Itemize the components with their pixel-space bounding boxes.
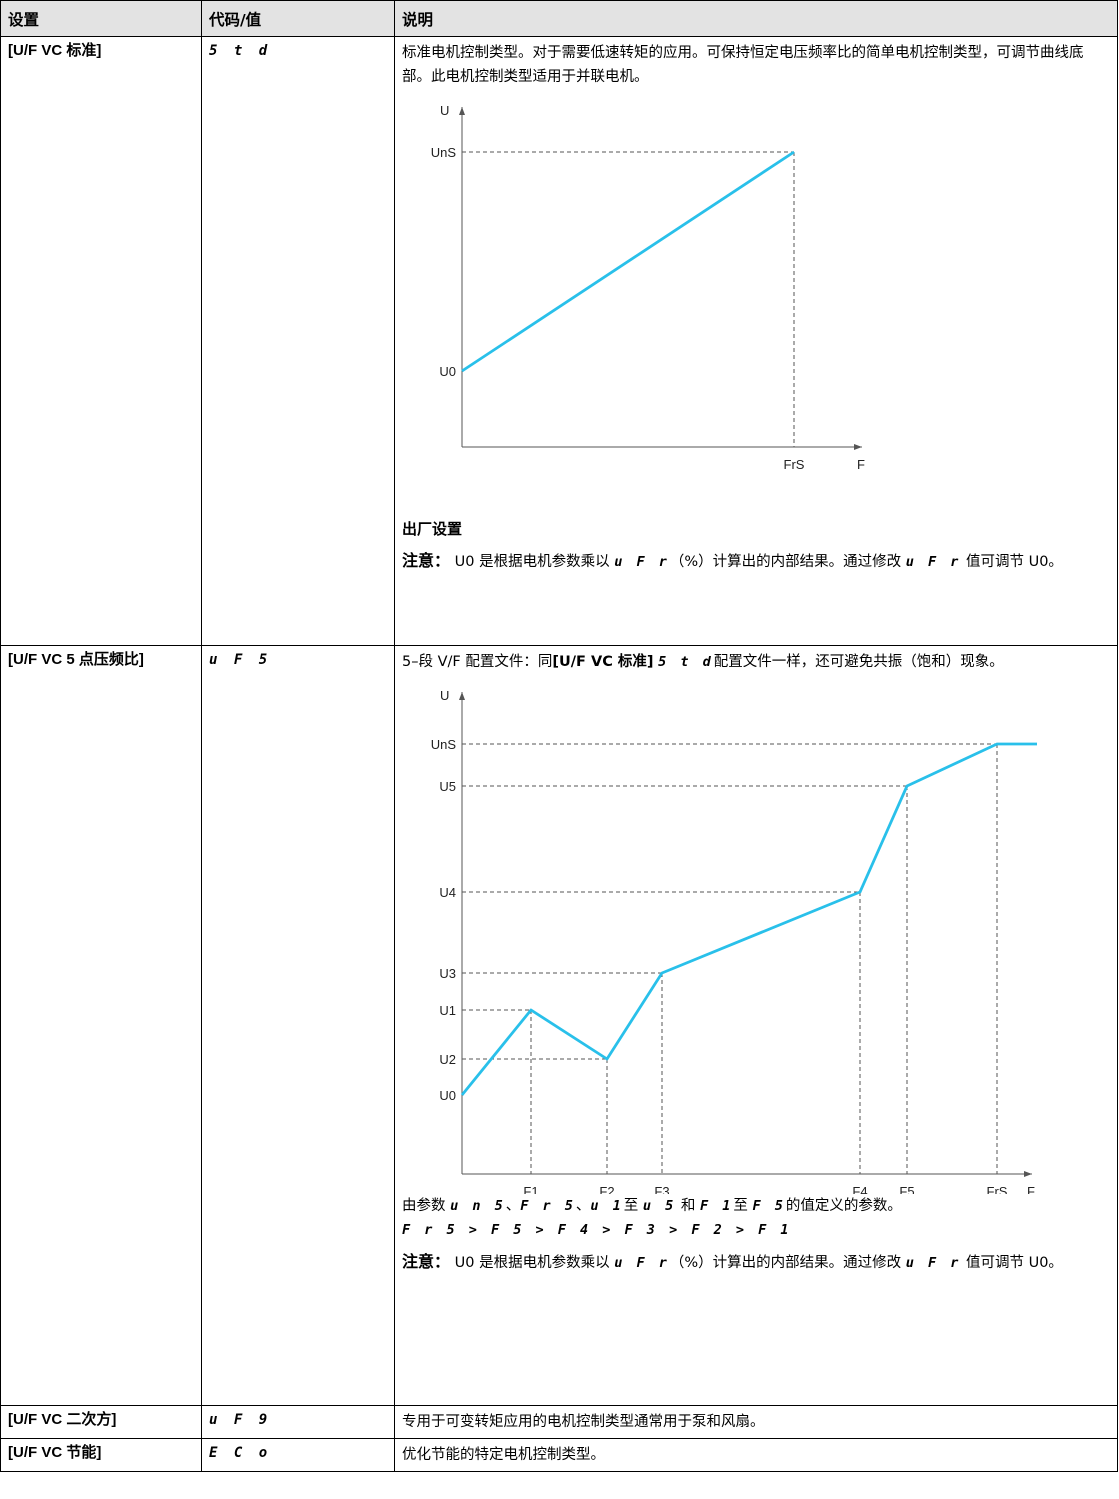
- table-row: [U/F VC 节能] E C o 优化节能的特定电机控制类型。: [0, 1438, 1118, 1472]
- x-tick-F2: F2: [599, 1184, 614, 1194]
- setting-cell: [U/F VC 标准]: [0, 36, 202, 646]
- description-text: 优化节能的特定电机控制类型。: [402, 1447, 605, 1463]
- x-tick-F4: F4: [852, 1184, 867, 1194]
- y-axis-label: U: [440, 688, 449, 703]
- note-text-pre: U0 是根据电机参数乘以: [454, 554, 610, 570]
- params-order: F r 5 > F 5 > F 4 > F 3 > F 2 > F 1: [402, 1218, 1110, 1242]
- code-value: E C o: [209, 1445, 272, 1461]
- note-text-post: 值可调节 U0。: [965, 1255, 1063, 1271]
- param-u5: u 5: [642, 1198, 677, 1214]
- setting-label: [U/F VC 标准]: [8, 42, 102, 59]
- x-axis-label: F: [1027, 1184, 1035, 1194]
- table-row: [U/F VC 标准] 5 t d 标准电机控制类型。对于需要低速转矩的应用。可…: [0, 36, 1118, 646]
- code-value: u F 5: [209, 652, 272, 668]
- code-cell: E C o: [201, 1438, 395, 1472]
- params-sep: 、: [575, 1198, 591, 1214]
- x-tick-F3: F3: [654, 1184, 669, 1194]
- description-text-post: 配置文件一样，还可避免共振（饱和）现象。: [713, 654, 1004, 670]
- param-f5: F 5: [752, 1198, 786, 1214]
- x-tick-FrS: FrS: [784, 457, 805, 472]
- y-tick-U2: U2: [439, 1052, 456, 1067]
- description-code: 5 t d: [658, 654, 714, 670]
- code-cell: u F 5: [201, 645, 395, 1406]
- code-value: u F 9: [209, 1412, 272, 1428]
- header-code: 代码/值: [201, 0, 395, 37]
- params-text: 由参数: [402, 1198, 446, 1214]
- param-ufr: u F r: [614, 554, 670, 570]
- uf-standard-chart: F U U0 UnS FrS: [431, 103, 865, 472]
- x-tick-F1: F1: [523, 1184, 538, 1194]
- table-header-row: 设置 代码/值 说明: [0, 0, 1118, 37]
- description-text: 专用于可变转矩应用的电机控制类型通常用于泵和风扇。: [402, 1414, 765, 1430]
- y-tick-UnS: UnS: [431, 145, 457, 160]
- y-tick-U4: U4: [439, 885, 456, 900]
- params-line: 由参数 u n 5、F r 5、u 1至 u 5 和 F 1至 F 5的值定义的…: [402, 1194, 1110, 1218]
- setting-label: [U/F VC 二次方]: [8, 1411, 117, 1428]
- param-ufr: u F r: [614, 1255, 670, 1271]
- table-row: [U/F VC 二次方] u F 9 专用于可变转矩应用的电机控制类型通常用于泵…: [0, 1405, 1118, 1439]
- description-cell: 标准电机控制类型。对于需要低速转矩的应用。可保持恒定电压频率比的简单电机控制类型…: [394, 36, 1118, 646]
- series-line: [461, 150, 795, 373]
- x-axis-arrow: [854, 444, 862, 450]
- note-text-mid: （%）计算出的内部结果。通过修改: [669, 1255, 902, 1271]
- note-label: 注意：: [402, 1252, 451, 1271]
- table-row: [U/F VC 5 点压频比] u F 5 5–段 V/F 配置文件：同[U/F…: [0, 645, 1118, 1406]
- y-axis-arrow: [459, 692, 465, 700]
- y-tick-U0: U0: [439, 364, 456, 379]
- y-tick-U1: U1: [439, 1003, 456, 1018]
- uf-5-point-chart: F U U0 U2 U1 U3 U4 U5 UnS F1 F2 F3 F4 F5 FrS: [431, 688, 1037, 1194]
- series-line: [460, 742, 1037, 1096]
- code-cell: u F 9: [201, 1405, 395, 1439]
- params-sep: 至: [623, 1198, 639, 1214]
- description-text-pre: 5–段 V/F 配置文件：同: [402, 654, 553, 670]
- x-axis-arrow: [1024, 1171, 1032, 1177]
- setting-cell: [U/F VC 二次方]: [0, 1405, 202, 1439]
- param-uns: u n 5: [450, 1198, 506, 1214]
- factory-setting-title: 出厂设置: [402, 520, 463, 538]
- note-label: 注意：: [402, 551, 451, 570]
- param-u1: u 1: [590, 1198, 624, 1214]
- param-ufr: u F r: [905, 1255, 962, 1271]
- setting-label: [U/F VC 5 点压频比]: [8, 651, 144, 668]
- params-sep: 和: [680, 1198, 696, 1214]
- params-sep: 、: [505, 1198, 521, 1214]
- params-sep: 至: [733, 1198, 748, 1214]
- description-text: 标准电机控制类型。对于需要低速转矩的应用。可保持恒定电压频率比的简单电机控制类型…: [402, 45, 1084, 85]
- description-cell: 优化节能的特定电机控制类型。: [394, 1438, 1118, 1472]
- y-tick-UnS: UnS: [431, 737, 457, 752]
- note-paragraph: 注意： U0 是根据电机参数乘以 u F r（%）计算出的内部结果。通过修改 u…: [402, 549, 1110, 574]
- code-cell: 5 t d: [201, 36, 395, 646]
- code-value: 5 t d: [209, 43, 272, 59]
- note-paragraph: 注意： U0 是根据电机参数乘以 u F r（%）计算出的内部结果。通过修改 u…: [402, 1250, 1110, 1275]
- param-frs: F r 5: [520, 1198, 576, 1214]
- x-tick-F5: F5: [899, 1184, 914, 1194]
- y-tick-U3: U3: [439, 966, 456, 981]
- params-order-text: F r 5 > F 5 > F 4 > F 3 > F 2 > F 1: [402, 1222, 792, 1238]
- description-ref: [U/F VC 标准]: [552, 654, 654, 670]
- y-tick-U5: U5: [439, 779, 456, 794]
- description-cell: 专用于可变转矩应用的电机控制类型通常用于泵和风扇。: [394, 1405, 1118, 1439]
- y-axis-label: U: [440, 103, 449, 118]
- y-axis-arrow: [459, 107, 465, 115]
- note-text-post: 值可调节 U0。: [965, 554, 1063, 570]
- param-f1: F 1: [700, 1198, 734, 1214]
- y-tick-U0: U0: [439, 1088, 456, 1103]
- setting-label: [U/F VC 节能]: [8, 1444, 102, 1461]
- setting-cell: [U/F VC 5 点压频比]: [0, 645, 202, 1406]
- description-cell: 5–段 V/F 配置文件：同[U/F VC 标准] 5 t d配置文件一样，还可…: [394, 645, 1118, 1406]
- params-text: 的值定义的参数。: [785, 1198, 902, 1214]
- note-text-pre: U0 是根据电机参数乘以: [454, 1255, 610, 1271]
- note-text-mid: （%）计算出的内部结果。通过修改: [669, 554, 902, 570]
- param-ufr: u F r: [905, 554, 962, 570]
- description-text: 5–段 V/F 配置文件：同[U/F VC 标准] 5 t d配置文件一样，还可…: [402, 650, 1110, 674]
- x-axis-label: F: [857, 457, 865, 472]
- header-setting: 设置: [0, 0, 202, 37]
- setting-cell: [U/F VC 节能]: [0, 1438, 202, 1472]
- x-tick-FrS: FrS: [987, 1184, 1008, 1194]
- header-description: 说明: [394, 0, 1118, 37]
